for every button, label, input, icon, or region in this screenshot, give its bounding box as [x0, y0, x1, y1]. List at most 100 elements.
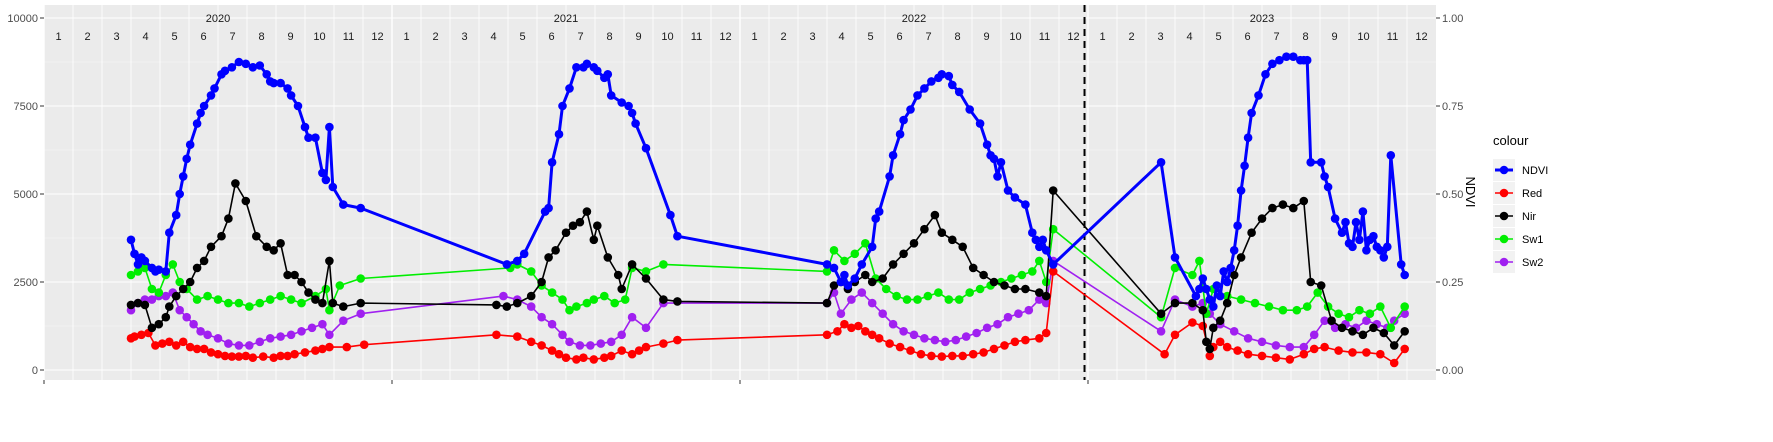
data-point-sw1 [965, 288, 974, 297]
data-point-nir [1236, 253, 1246, 262]
data-point-sw2 [1400, 309, 1409, 319]
data-point-red [606, 351, 616, 361]
data-point-red [895, 342, 905, 352]
data-point-sw2 [1320, 316, 1329, 326]
data-point-ndvi [130, 249, 139, 259]
data-point-sw1 [1302, 302, 1312, 311]
data-point-nir [1327, 316, 1336, 326]
data-point-ndvi [328, 182, 338, 192]
data-point-red [673, 335, 682, 345]
data-point-ndvi [836, 277, 846, 287]
data-point-ndvi [519, 249, 529, 259]
data-point-nir [829, 281, 839, 290]
data-point-ndvi [276, 78, 285, 88]
data-point-nir [1205, 344, 1215, 354]
legend-entry-sw2: Sw2 [1493, 251, 1543, 273]
data-point-ndvi [554, 129, 564, 139]
data-point-nir [311, 295, 320, 304]
data-point-sw2 [899, 327, 908, 336]
data-point-nir [356, 298, 366, 308]
data-point-nir [339, 302, 348, 311]
data-point-sw2 [182, 312, 191, 322]
data-point-nir [1289, 203, 1298, 213]
data-point-ndvi [1379, 253, 1389, 262]
month-label: 1 [751, 31, 757, 43]
left-tick-label: 10000 [7, 13, 38, 25]
data-point-ndvi [899, 115, 908, 125]
data-point-sw1 [861, 239, 870, 248]
data-point-ndvi [304, 133, 313, 142]
data-point-nir [276, 239, 285, 248]
data-point-sw2 [878, 309, 887, 319]
data-point-sw1 [829, 246, 839, 255]
data-point-nir [1316, 281, 1326, 290]
data-point-sw1 [1376, 302, 1385, 311]
data-point-nir [659, 295, 668, 304]
axes: 0 0.00 2500 0.25 5000 0.50 7500 0.75 10000 1.00 [7, 13, 1463, 384]
data-point-sw2 [641, 323, 651, 333]
legend-label: Red [1522, 188, 1542, 200]
data-point-sw1 [881, 284, 891, 294]
data-point-ndvi [206, 91, 216, 100]
data-point-sw2 [255, 337, 265, 347]
data-point-sw1 [1365, 309, 1375, 319]
data-point-nir [269, 246, 279, 255]
data-point-sw1 [126, 270, 136, 280]
month-label: 10 [313, 31, 325, 43]
data-point-ndvi [269, 78, 279, 88]
data-point-red [185, 342, 195, 352]
data-point-ndvi [1362, 246, 1371, 255]
month-label: 11 [1039, 31, 1050, 43]
data-point-ndvi [948, 80, 957, 90]
data-point-red [1348, 348, 1357, 357]
data-point-ndvi [178, 172, 188, 181]
data-point-ndvi [547, 158, 557, 167]
data-point-red [1309, 344, 1319, 354]
data-point-nir [568, 221, 578, 230]
data-point-sw2 [213, 334, 223, 343]
legend: NDVI Red Nir Sw1 Sw2 [1493, 159, 1548, 273]
data-point-nir [589, 235, 599, 245]
data-point-nir [1041, 291, 1051, 301]
data-point-sw2 [1243, 334, 1253, 343]
data-point-ndvi [1209, 302, 1218, 311]
data-point-ndvi [1233, 221, 1242, 230]
data-point-ndvi [286, 91, 296, 100]
data-point-ndvi [1170, 253, 1180, 262]
month-label: 12 [1415, 31, 1427, 43]
month-label: 12 [1067, 31, 1079, 43]
month-label: 12 [719, 31, 731, 43]
month-label: 2 [780, 31, 786, 43]
data-point-nir [1010, 284, 1020, 294]
data-point-red [916, 349, 926, 359]
month-label: 3 [1157, 31, 1163, 43]
month-label: 2 [1128, 31, 1134, 43]
data-point-nir [989, 277, 999, 287]
data-point-ndvi [1247, 108, 1256, 118]
year-label: 2023 [1250, 13, 1274, 25]
data-point-nir [575, 217, 585, 227]
data-point-ndvi [1215, 291, 1225, 301]
legend-key-point [1499, 165, 1509, 175]
data-point-nir [283, 270, 292, 280]
data-point-red [537, 341, 546, 350]
data-point-nir [1400, 327, 1409, 336]
data-point-ndvi [1341, 217, 1350, 227]
data-point-sw1 [133, 267, 143, 276]
data-point-sw1 [975, 284, 985, 294]
data-point-sw1 [1313, 288, 1322, 297]
data-point-ndvi [1282, 52, 1291, 61]
series-sw2 [126, 256, 1409, 352]
month-label: 8 [954, 31, 960, 43]
data-point-sw2 [175, 305, 184, 315]
data-point-ndvi [874, 207, 884, 216]
data-point-nir [1000, 281, 1009, 290]
data-point-ndvi [1383, 242, 1392, 252]
data-point-ndvi [829, 263, 839, 273]
data-point-sw1 [1400, 302, 1409, 311]
data-point-sw2 [617, 330, 626, 340]
data-point-ndvi [913, 91, 922, 100]
data-point-ndvi [325, 122, 334, 132]
data-point-ndvi [1289, 52, 1298, 61]
data-point-nir [513, 298, 522, 308]
